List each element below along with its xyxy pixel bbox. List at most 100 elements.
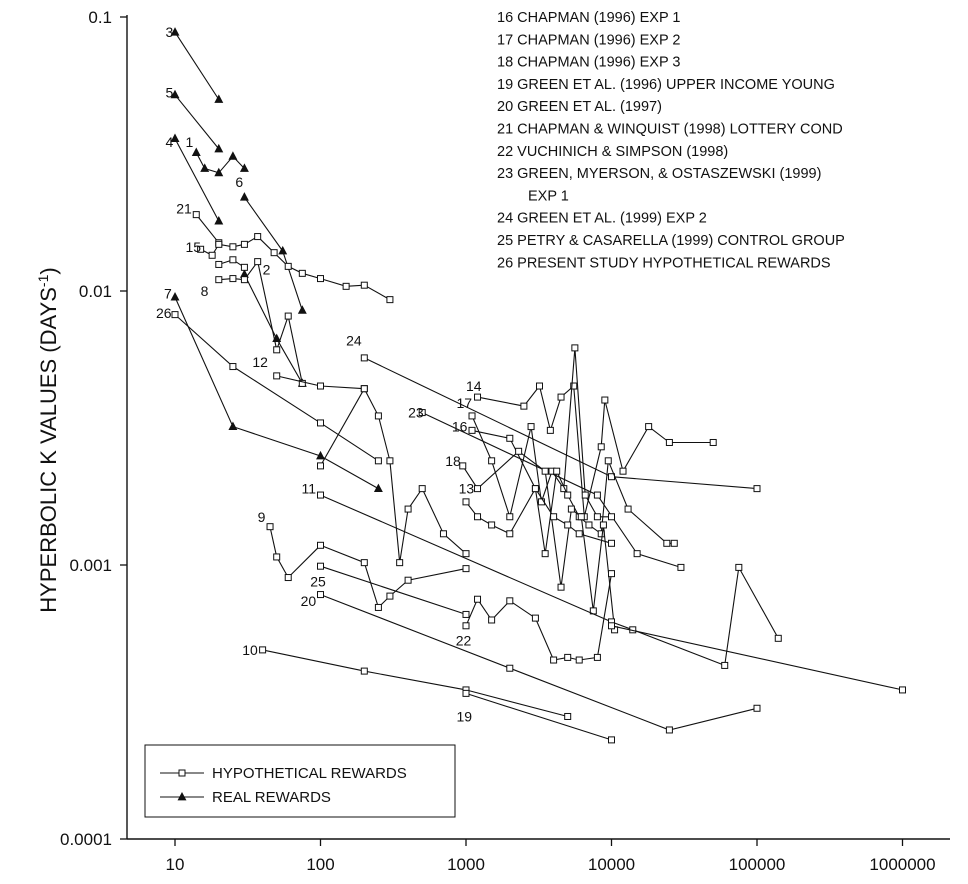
data-point — [317, 541, 324, 549]
series-label-5: 5 — [165, 85, 173, 101]
data-point — [229, 275, 237, 283]
data-point — [342, 282, 350, 290]
series-line — [471, 429, 675, 554]
study-note: 21 CHAPMAN & WINQUIST (1998) LOTTERY CON… — [497, 122, 843, 138]
data-point — [215, 276, 223, 284]
data-point — [557, 583, 565, 591]
series-11 — [317, 491, 782, 669]
legend-label: REAL REWARDS — [212, 789, 331, 806]
series-line — [174, 138, 220, 222]
data-point — [317, 382, 324, 390]
series-unlabeled-13 — [317, 385, 368, 470]
data-point — [593, 513, 601, 521]
series-line — [421, 412, 682, 568]
data-point — [753, 704, 761, 712]
data-point — [439, 530, 447, 538]
data-point — [570, 382, 578, 390]
data-point — [575, 656, 583, 664]
series-17 — [468, 344, 615, 521]
series-10 — [259, 646, 572, 720]
series-label-8: 8 — [201, 283, 209, 299]
series-19 — [462, 689, 615, 744]
data-point — [564, 712, 572, 720]
data-point — [215, 240, 223, 248]
data-point — [374, 603, 382, 611]
data-point — [753, 485, 761, 493]
series-16 — [468, 426, 678, 558]
data-point — [239, 192, 249, 201]
series-label-23: 23 — [408, 405, 424, 421]
study-note: 22 VUCHINICH & SIMPSON (1998) — [497, 144, 728, 160]
data-point — [564, 653, 572, 661]
data-point — [474, 513, 482, 521]
series-label-10: 10 — [242, 642, 258, 658]
data-point — [266, 523, 274, 531]
series-line — [269, 526, 467, 609]
study-note: 17 CHAPMAN (1996) EXP 2 — [497, 32, 680, 48]
x-tick-label: 1000000 — [869, 855, 935, 874]
y-tick-label: 0.001 — [69, 556, 112, 575]
data-point — [541, 550, 549, 558]
series-label-1: 1 — [185, 134, 193, 150]
series-label-14: 14 — [466, 378, 482, 394]
data-point — [229, 243, 237, 251]
data-point — [608, 570, 615, 578]
series-26 — [171, 311, 382, 465]
data-point — [404, 576, 412, 584]
data-point — [208, 251, 216, 259]
data-point — [506, 513, 514, 521]
data-point — [316, 450, 325, 460]
data-point — [721, 661, 729, 669]
data-point — [604, 457, 612, 465]
data-point — [418, 485, 426, 493]
study-note: 23 GREEN, MYERSON, & OSTASZEWSKI (1999) — [497, 166, 821, 182]
data-point — [317, 275, 324, 283]
legend-triangle-marker — [177, 791, 187, 801]
series-25 — [317, 562, 470, 618]
series-label-9: 9 — [258, 509, 266, 525]
series-5 — [170, 89, 224, 153]
data-point — [527, 423, 535, 431]
data-point — [663, 539, 671, 547]
y-tick-label: 0.01 — [79, 282, 112, 301]
data-point — [593, 653, 601, 661]
data-point — [200, 163, 210, 172]
series-labels: 354 1211582672612241417231618131192520221… — [156, 24, 482, 724]
data-point — [665, 438, 673, 446]
legend: HYPOTHETICAL REWARDS REAL REWARDS — [144, 744, 456, 818]
data-point — [317, 562, 324, 570]
data-point — [468, 412, 476, 420]
y-tick-label: 0.1 — [88, 8, 112, 27]
series-22 — [462, 570, 615, 664]
data-point — [462, 610, 470, 618]
series-label-7: 7 — [164, 285, 172, 301]
series-label-12: 12 — [252, 354, 268, 370]
data-point — [171, 311, 179, 319]
study-note: 19 GREEN ET AL. (1996) UPPER INCOME YOUN… — [497, 77, 835, 93]
legend-label: HYPOTHETICAL REWARDS — [212, 765, 407, 782]
data-point — [214, 167, 224, 177]
data-point — [360, 385, 368, 393]
series-9 — [266, 523, 470, 611]
data-point — [215, 260, 223, 268]
data-point — [360, 559, 368, 567]
data-point — [317, 591, 324, 599]
data-point — [553, 467, 561, 475]
data-point — [284, 262, 292, 270]
data-point — [373, 483, 383, 493]
series-24 — [360, 354, 761, 493]
data-point — [278, 245, 288, 255]
data-point — [462, 565, 470, 573]
series-line — [320, 388, 365, 467]
data-point — [396, 559, 404, 567]
series-unlabeled-10 — [215, 256, 248, 271]
data-point — [665, 726, 673, 734]
data-point — [386, 457, 394, 465]
data-point — [273, 346, 281, 354]
series-line — [174, 94, 220, 150]
data-point — [317, 462, 324, 470]
data-point — [597, 530, 605, 538]
series-line — [262, 649, 568, 718]
series-line — [465, 692, 612, 741]
series-line — [174, 296, 379, 490]
